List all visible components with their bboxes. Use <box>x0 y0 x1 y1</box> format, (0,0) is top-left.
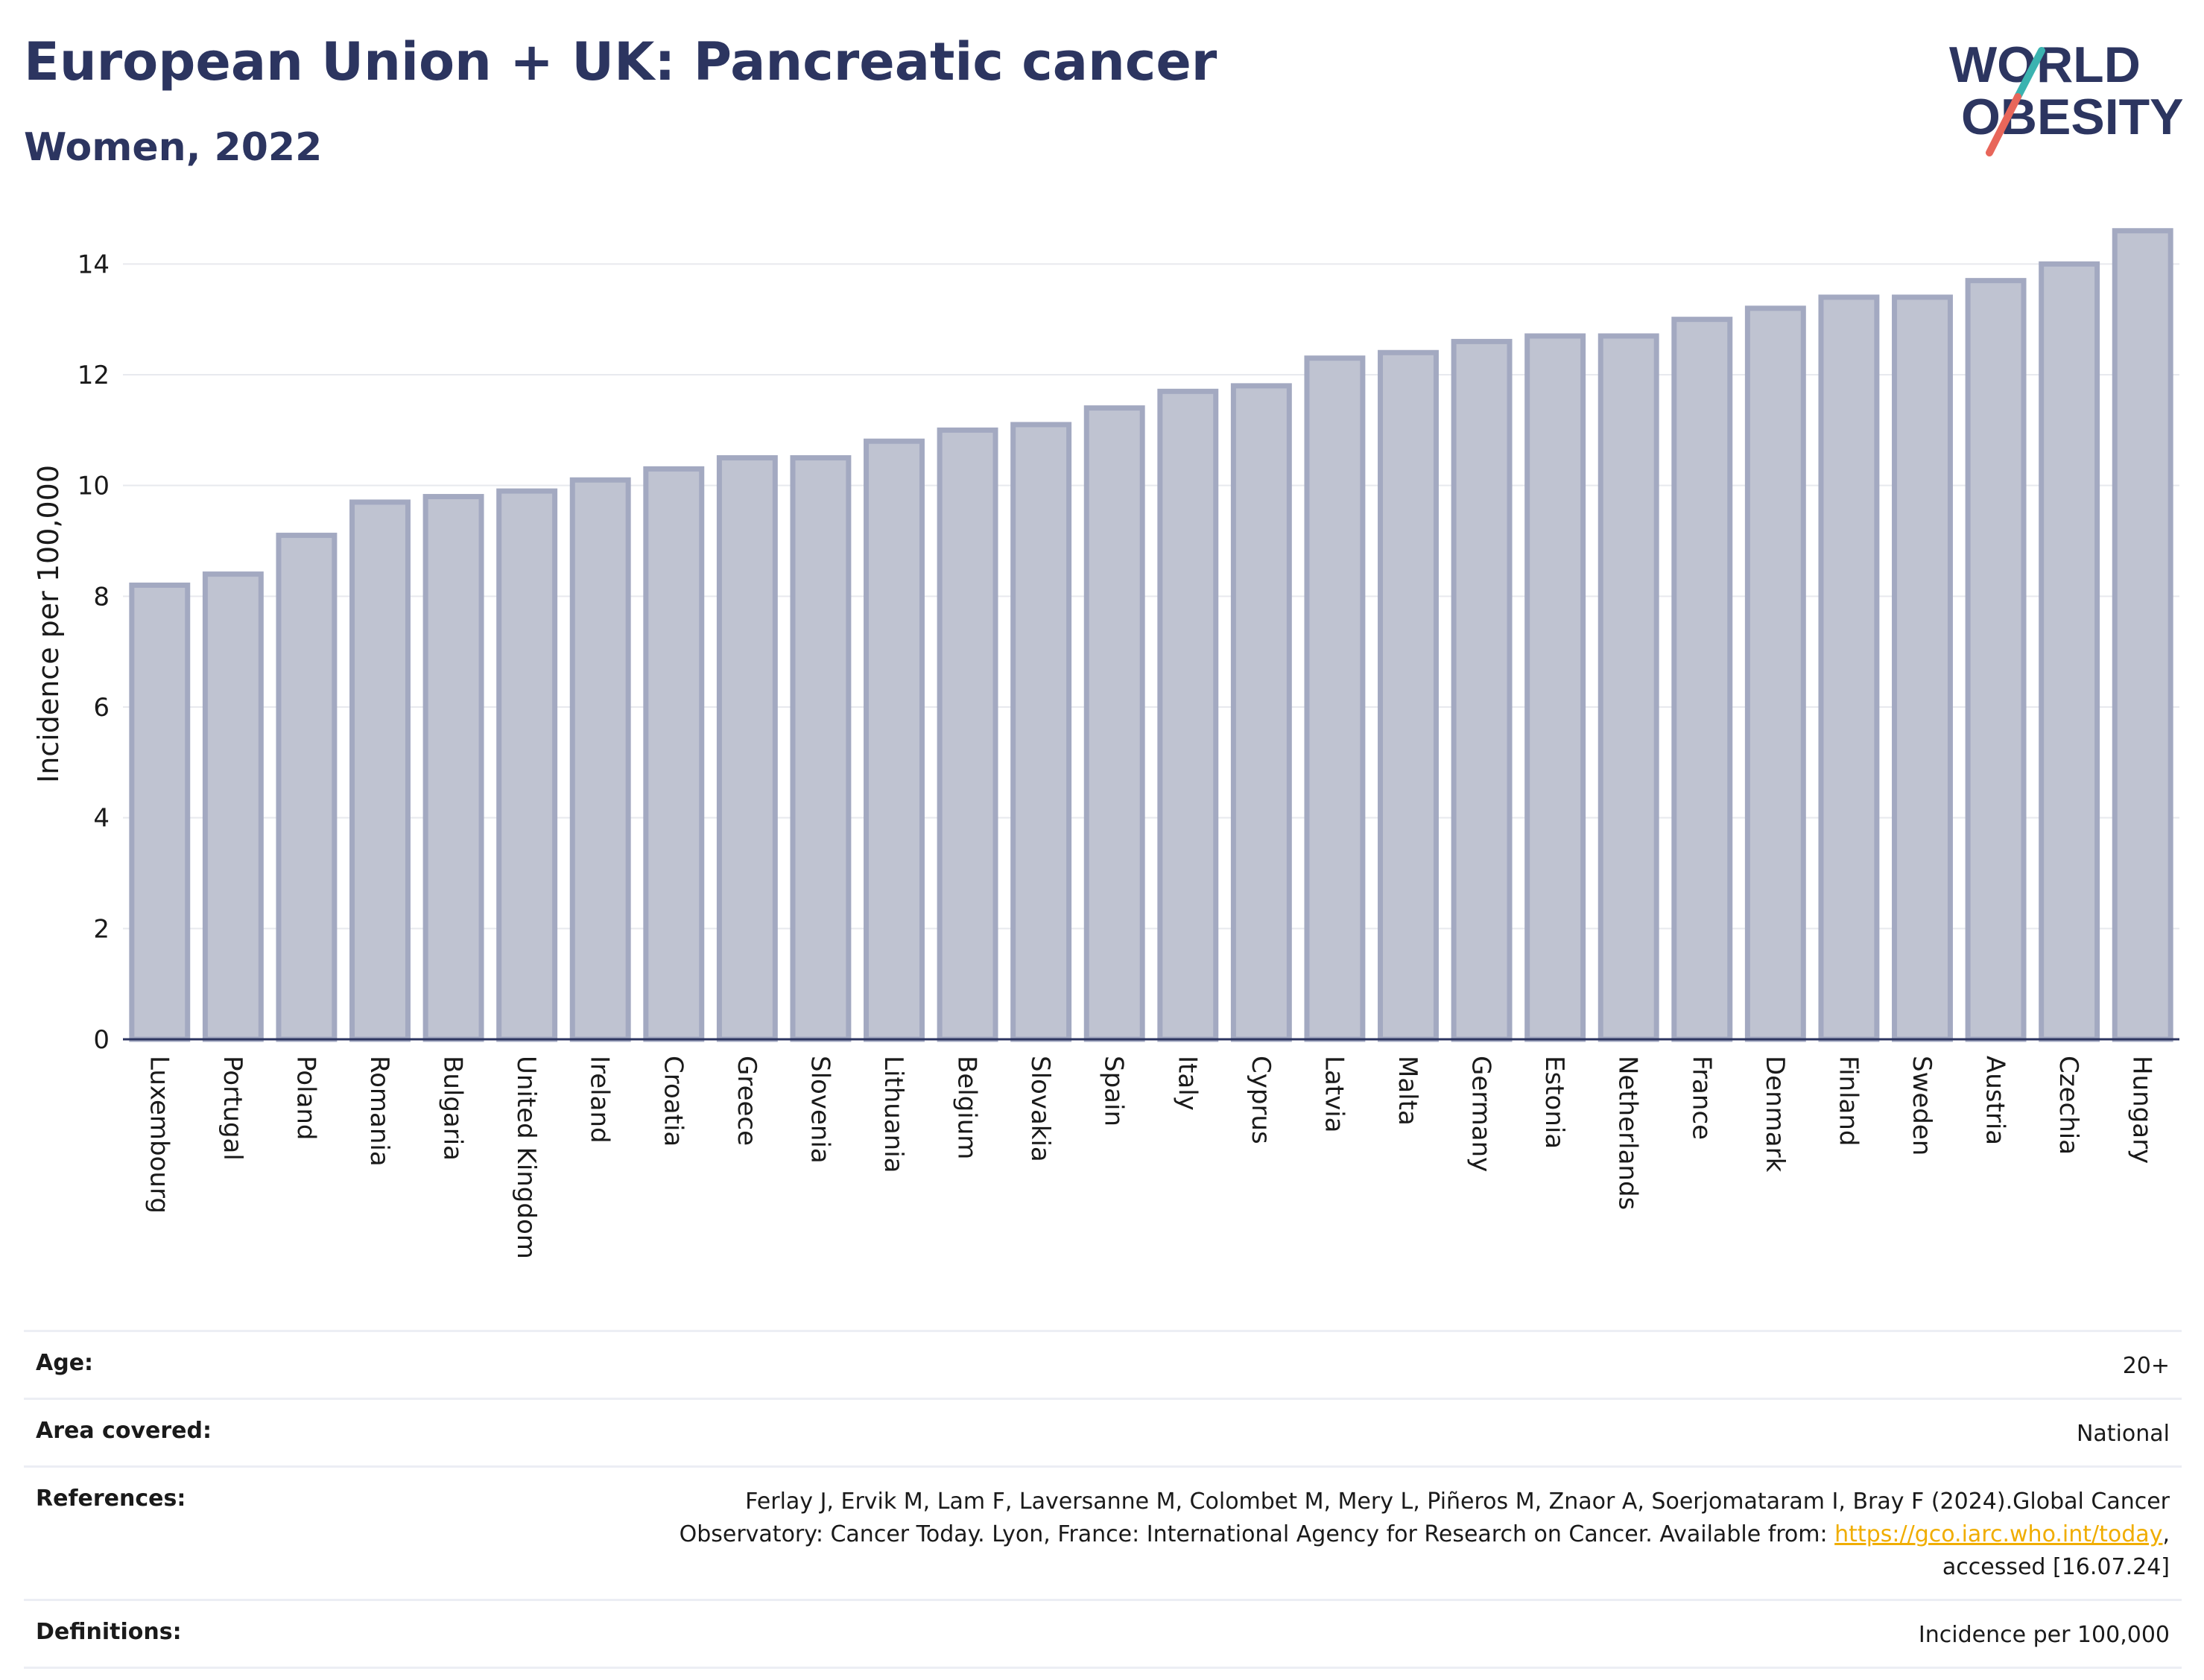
x-tick-label: Sweden <box>1907 1056 1937 1156</box>
bar-italy <box>1157 388 1219 1042</box>
meta-row-references: References: Ferlay J, Ervik M, Lam F, La… <box>24 1465 2182 1599</box>
x-tick-label: Ireland <box>585 1056 615 1144</box>
bar-belgium <box>937 427 998 1042</box>
definitions-label: Definitions: <box>36 1619 182 1645</box>
x-tick-label: Greece <box>732 1056 761 1146</box>
x-tick-label: Croatia <box>658 1056 688 1147</box>
y-tick-label: 14 <box>77 250 110 279</box>
x-tick-label: France <box>1686 1056 1716 1140</box>
x-tick-label: Germany <box>1466 1056 1496 1172</box>
x-tick-label: Cyprus <box>1246 1056 1276 1144</box>
meta-row-age: Age: 20+ <box>24 1330 2182 1398</box>
bar-chart: 0 2 4 6 8 10 12 14 Luxembourg Portugal Poland Roma… <box>32 228 2179 1259</box>
x-tick-label: Austria <box>1980 1056 2010 1145</box>
references-text-2: , accessed [16.07.24] <box>1942 1521 2170 1580</box>
bar-slovakia <box>1010 422 1072 1042</box>
age-label: Age: <box>36 1350 94 1376</box>
x-tick-label: Finland <box>1833 1056 1863 1147</box>
y-axis-ticks: 0 2 4 6 8 10 12 14 <box>77 250 110 1055</box>
bar-germany <box>1451 338 1513 1042</box>
x-tick-label: Italy <box>1172 1056 1202 1111</box>
bar-cyprus <box>1230 383 1292 1042</box>
logo-slash-red-icon <box>1986 93 2021 156</box>
references-label: References: <box>36 1486 186 1512</box>
logo-slash-teal-icon <box>2014 47 2045 101</box>
references-text-1: Ferlay J, Ervik M, Lam F, Laversanne M, … <box>679 1489 2170 1547</box>
references-link[interactable]: https://gco.iarc.who.int/today <box>1834 1521 2163 1547</box>
x-tick-label: Slovenia <box>805 1056 835 1164</box>
definitions-value: Incidence per 100,000 <box>1918 1622 2170 1648</box>
x-tick-label: Spain <box>1099 1056 1129 1126</box>
meta-row-area: Area covered: National <box>24 1398 2182 1465</box>
logo-line-1: WORLD <box>1949 37 2141 93</box>
x-tick-label: Lithuania <box>878 1056 908 1173</box>
bar-bulgaria <box>422 494 484 1042</box>
bar-czechia <box>2039 261 2100 1042</box>
bar-lithuania <box>864 438 925 1042</box>
bars <box>129 228 2173 1042</box>
bar-ireland <box>569 477 631 1042</box>
bar-luxembourg <box>129 582 191 1042</box>
metadata-table: Age: 20+ Area covered: National Referenc… <box>24 1330 2182 1669</box>
bar-sweden <box>1892 294 1953 1042</box>
x-tick-label: Poland <box>291 1056 320 1141</box>
y-tick-label: 4 <box>93 804 110 834</box>
bar-estonia <box>1524 333 1586 1042</box>
chart-subtitle: Women, 2022 <box>24 125 323 170</box>
x-tick-label: Portugal <box>218 1056 247 1161</box>
bar-romania <box>349 499 411 1042</box>
y-tick-label: 8 <box>93 582 110 612</box>
bar-austria <box>1965 278 2027 1042</box>
x-tick-label: Estonia <box>1539 1056 1569 1149</box>
x-tick-label: Denmark <box>1760 1056 1790 1173</box>
bar-slovenia <box>790 455 852 1042</box>
x-axis-ticks: Luxembourg Portugal Poland Romania Bulgaria U… <box>144 1056 2156 1259</box>
age-value: 20+ <box>2122 1353 2170 1379</box>
x-tick-label: Latvia <box>1319 1056 1349 1133</box>
y-tick-label: 10 <box>77 472 110 501</box>
bar-portugal <box>202 571 264 1042</box>
area-value: National <box>2076 1421 2170 1447</box>
bar-poland <box>276 533 338 1042</box>
references-value: Ferlay J, Ervik M, Lam F, Laversanne M, … <box>620 1486 2170 1584</box>
x-tick-label: Belgium <box>952 1056 982 1159</box>
chart-title: European Union + UK: Pancreatic cancer <box>24 31 1217 92</box>
bar-greece <box>716 455 778 1042</box>
bar-latvia <box>1304 355 1366 1042</box>
x-tick-label: United Kingdom <box>511 1056 541 1259</box>
y-tick-label: 12 <box>77 361 110 390</box>
x-tick-label: Bulgaria <box>438 1056 468 1161</box>
world-obesity-logo: WORLD OBESITY <box>1949 37 2184 156</box>
x-tick-label: Hungary <box>2127 1056 2157 1164</box>
bar-hungary <box>2112 228 2173 1042</box>
bar-malta <box>1378 349 1439 1042</box>
bar-croatia <box>643 466 705 1042</box>
y-axis-label: Incidence per 100,000 <box>32 465 65 783</box>
bar-denmark <box>1744 305 1806 1042</box>
x-tick-label: Slovakia <box>1025 1056 1055 1162</box>
bar-finland <box>1818 294 1880 1042</box>
bar-france <box>1671 317 1733 1042</box>
x-tick-label: Romania <box>364 1056 394 1167</box>
y-tick-label: 0 <box>93 1025 110 1055</box>
x-tick-label: Malta <box>1393 1056 1422 1126</box>
y-tick-label: 2 <box>93 914 110 944</box>
x-tick-label: Luxembourg <box>144 1056 174 1214</box>
bar-netherlands <box>1597 333 1659 1042</box>
bar-spain <box>1083 405 1145 1042</box>
area-label: Area covered: <box>36 1418 212 1444</box>
y-tick-label: 6 <box>93 693 110 723</box>
x-tick-label: Netherlands <box>1613 1056 1643 1210</box>
bar-united-kingdom <box>496 488 558 1042</box>
meta-row-definitions: Definitions: Incidence per 100,000 <box>24 1599 2182 1669</box>
x-tick-label: Czechia <box>2053 1056 2083 1155</box>
